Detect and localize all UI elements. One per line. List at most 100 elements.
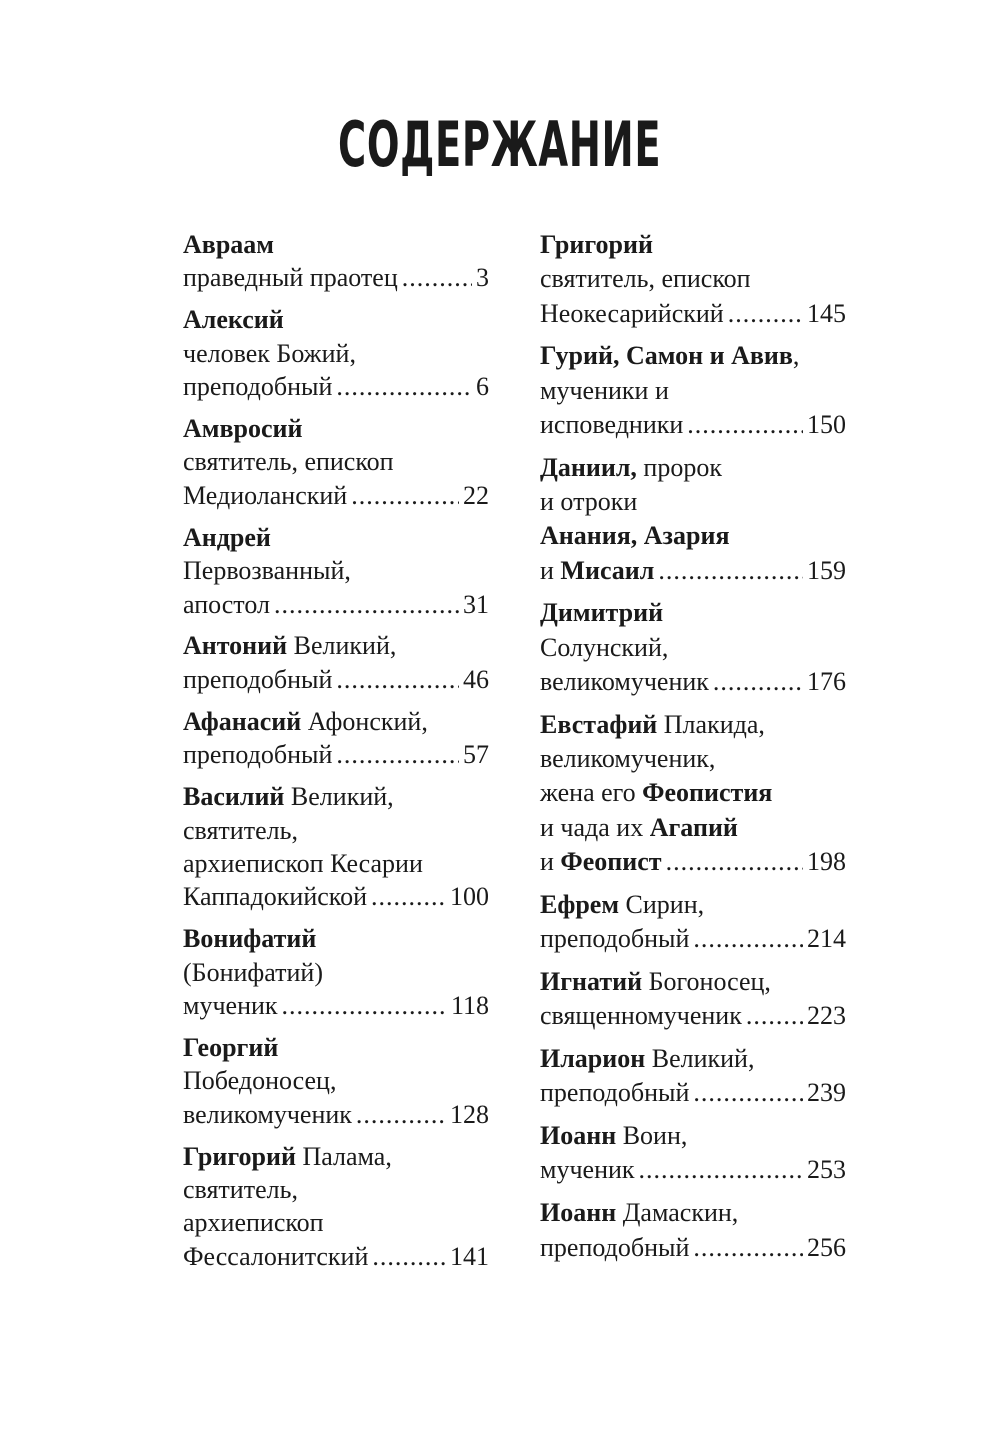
toc-entry-line: и отроки	[540, 485, 846, 519]
toc-entry-line: Антоний Великий,	[183, 629, 489, 662]
page-number: 31	[463, 589, 489, 619]
page-title: СОДЕРЖАНИЕ	[0, 112, 1000, 178]
page-number: 145	[807, 298, 846, 328]
toc-entry-text: преподобный	[183, 663, 332, 696]
saint-description: Великий,	[284, 782, 394, 812]
saint-description: Каппадокийской	[183, 882, 368, 912]
toc-entry-line: святитель, епископ	[540, 262, 846, 296]
saint-description: великомученик	[183, 1099, 352, 1129]
toc-entry-text: и Феопист	[540, 845, 662, 879]
toc-entry-line: Григорий	[540, 228, 846, 262]
toc-entry-line: великомученик 176	[540, 665, 846, 699]
saint-name: Георгий	[183, 1032, 279, 1062]
toc-column-right: Григорий святитель, епископ Неокесарийский…	[540, 228, 846, 1273]
toc-entry-line: Амвросий	[183, 412, 489, 445]
toc-entry-text: и отроки	[540, 485, 637, 519]
saint-description: святитель, епископ	[183, 447, 394, 477]
page-number: 150	[807, 409, 846, 439]
toc-entry-text: Андрей	[183, 521, 271, 554]
dot-leader	[336, 663, 459, 696]
toc-entry-line: Алексий	[183, 303, 489, 336]
toc-entry-text: (Бонифатий)	[183, 956, 323, 989]
toc-entry-text: Григорий Палама,	[183, 1140, 392, 1173]
dot-leader	[693, 1231, 803, 1265]
toc-entry-text: великомученик	[183, 1098, 352, 1131]
toc-entry-text: Афанасий Афонский,	[183, 705, 428, 738]
page-number: 214	[807, 924, 846, 954]
saint-name: Григорий	[183, 1141, 296, 1171]
dot-leader	[372, 1240, 446, 1273]
page-number: 223	[807, 1001, 846, 1031]
toc-entry-text: и Мисаил	[540, 554, 654, 588]
saint-name: Афанасий	[183, 706, 302, 736]
page-number: 3	[476, 263, 489, 293]
toc-entry-line: Иоанн Воин,	[540, 1119, 846, 1153]
saint-description: преподобный	[540, 1078, 690, 1108]
toc-entry-text: Медиоланский	[183, 479, 347, 512]
toc-entry-line: мученик 253	[540, 1153, 846, 1187]
toc-entry-line: Гурий, Самон и Авив,	[540, 339, 846, 373]
saint-description: Солунский,	[540, 632, 669, 662]
saint-description: мученик	[540, 1155, 635, 1185]
toc-entry-line: архиепископ Кесарии	[183, 847, 489, 880]
toc-entry-text: Ефрем Сирин,	[540, 888, 704, 922]
saint-description: преподобный	[540, 924, 690, 954]
toc-entry-text: Григорий	[540, 228, 653, 262]
saint-name: Агапий	[649, 812, 738, 842]
toc-entry-text: Евстафий Плакида,	[540, 708, 765, 742]
saint-description: преподобный	[183, 664, 333, 694]
toc-entry-text: Иоанн Воин,	[540, 1119, 687, 1153]
toc-entry-line: Неокесарийский 145	[540, 297, 846, 331]
toc-entry-line: Игнатий Богоносец,	[540, 965, 846, 999]
toc-entry: Иоанн Дамаскин,преподобный256	[540, 1196, 846, 1265]
toc-entry-text: преподобный	[183, 738, 332, 771]
saint-description: человек Божий,	[183, 338, 356, 368]
dot-leader	[746, 999, 803, 1033]
saint-description: Сирин,	[619, 889, 705, 919]
toc-entry-text: Георгий	[183, 1031, 278, 1064]
toc-entry-text: Иларион Великий,	[540, 1042, 754, 1076]
toc-entry-line: Вонифатий	[183, 922, 489, 955]
toc-entry-line: и Феопист 198	[540, 845, 846, 879]
saint-name: Андрей	[183, 522, 271, 552]
toc-entry-text: священномученик	[540, 999, 742, 1033]
toc-entry-line: Афанасий Афонский,	[183, 705, 489, 738]
toc-entry-text: праведный праотец	[183, 261, 398, 294]
toc-entry-text: Димитрий	[540, 596, 663, 630]
toc-entry: Григорий Палама, святитель, архиепископ Фес…	[183, 1140, 489, 1274]
dot-leader	[356, 1098, 446, 1131]
toc-entry-text: Василий Великий,	[183, 780, 394, 813]
toc-entry-line: преподобный 239	[540, 1076, 846, 1110]
toc-entry-text: Гурий, Самон и Авив,	[540, 339, 799, 373]
toc-entry-line: Евстафий Плакида,	[540, 708, 846, 742]
toc-entry: Георгий Победоносец,великомученик 128	[183, 1031, 489, 1131]
toc-entry-line: Первозванный,	[183, 554, 489, 587]
page-number: 100	[450, 882, 489, 912]
dot-leader	[639, 1153, 803, 1187]
toc-entry-line: Даниил, пророк	[540, 451, 846, 485]
dot-leader	[282, 989, 447, 1022]
saint-name: Феопистия	[642, 778, 773, 808]
saint-name: Ефрем	[540, 889, 620, 919]
toc-entry-line: преподобный 57	[183, 738, 489, 771]
toc-entry-line: Солунский,	[540, 631, 846, 665]
page-number: 159	[807, 555, 846, 585]
toc-entry: Иларион Великий,преподобный239	[540, 1042, 846, 1111]
toc-entry-text: мученик	[183, 989, 278, 1022]
saint-description: священномученик	[540, 1001, 742, 1031]
toc-entry-line: великомученик,	[540, 742, 846, 776]
toc-entry-line: Медиоланский 22	[183, 479, 489, 512]
saint-name: Евстафий	[540, 709, 658, 739]
toc-entry-line: Димитрий	[540, 596, 846, 630]
toc-entry-line: Иларион Великий,	[540, 1042, 846, 1076]
toc-entry-text: Каппадокийской	[183, 880, 367, 913]
toc-entry-line: преподобный 6	[183, 370, 489, 403]
saint-description: жена его	[540, 778, 643, 808]
toc-entry-text: апостол	[183, 588, 270, 621]
saint-description: и	[540, 847, 561, 877]
toc-entry-text: преподобный	[540, 1231, 689, 1265]
saint-description: великомученик	[540, 667, 709, 697]
dot-leader	[693, 922, 803, 956]
page-number: 46	[463, 664, 489, 694]
toc-entry: Григорий святитель, епископ Неокесарийский…	[540, 228, 846, 331]
